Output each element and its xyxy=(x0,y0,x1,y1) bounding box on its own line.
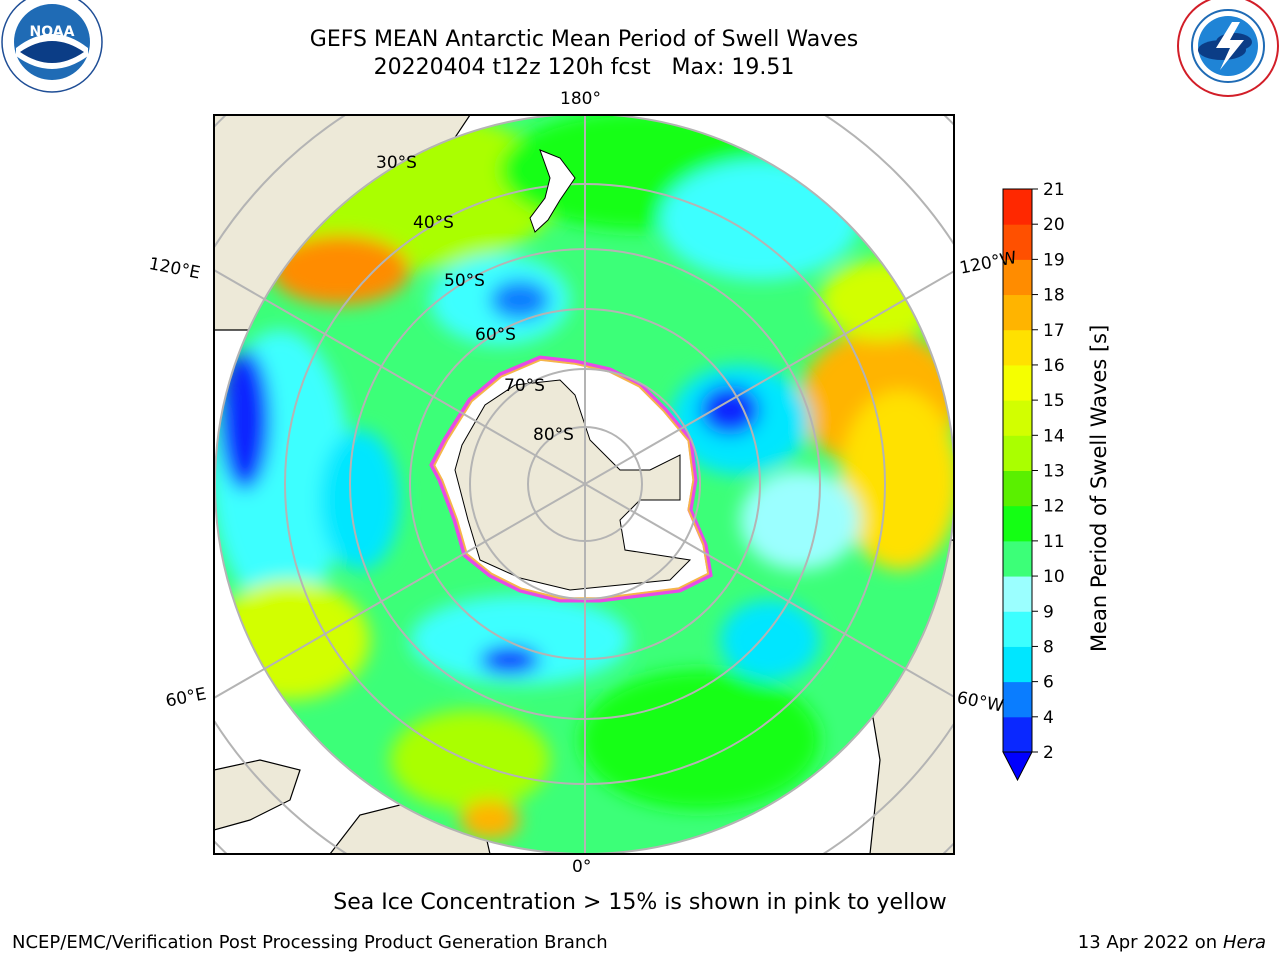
colorbar-segment xyxy=(1003,259,1032,296)
colorbar-segment xyxy=(1003,400,1032,436)
colorbar-tick-label: 8 xyxy=(1043,637,1054,657)
colorbar-segment xyxy=(1003,716,1032,753)
colorbar-label: Mean Period of Swell Waves [s] xyxy=(1087,324,1111,652)
colorbar-tick-label: 13 xyxy=(1043,462,1065,482)
colorbar-tick-label: 17 xyxy=(1043,321,1065,341)
colorbar-segment xyxy=(1003,470,1032,507)
colorbar-tick-label: 9 xyxy=(1043,602,1054,622)
colorbar-segment xyxy=(1003,505,1032,542)
colorbar-segment xyxy=(1003,611,1032,647)
colorbar-tick-label: 18 xyxy=(1043,286,1065,306)
antarctica-landmass xyxy=(429,355,713,603)
lon-label-0: 0° xyxy=(572,857,592,877)
lat-label-50s: 50°S xyxy=(444,271,485,291)
date-text: 13 Apr 2022 on xyxy=(1077,932,1223,953)
colorbar-segment xyxy=(1003,435,1032,471)
lat-label-80s: 80°S xyxy=(533,425,574,445)
lat-label-70s: 70°S xyxy=(504,376,545,396)
credit-line: NCEP/EMC/Verification Post Processing Pr… xyxy=(12,932,608,953)
colorbar-segment xyxy=(1003,540,1032,577)
map-frame xyxy=(213,114,955,855)
colorbar-tick-label: 6 xyxy=(1043,673,1054,693)
colorbar-tick-label: 10 xyxy=(1043,567,1065,587)
colorbar-segment xyxy=(1003,224,1032,260)
colorbar-tick-label: 20 xyxy=(1043,215,1065,235)
colorbar-tick-label: 21 xyxy=(1043,180,1065,200)
host-name: Hera xyxy=(1222,932,1266,953)
noaa-logo-text: NOAA xyxy=(30,24,75,40)
colorbar-segment xyxy=(1003,329,1032,366)
coastline-details xyxy=(529,149,576,233)
colorbar-tick-label: 12 xyxy=(1043,497,1065,517)
colorbar-tick-label: 2 xyxy=(1043,743,1054,763)
lat-label-40s: 40°S xyxy=(413,213,454,233)
colorbar-extend-arrow xyxy=(1002,751,1033,782)
colorbar-segment xyxy=(1003,576,1032,612)
lon-label-180: 180° xyxy=(560,89,601,109)
colorbar-tick-label: 16 xyxy=(1043,356,1065,376)
colorbar-segment xyxy=(1003,646,1032,683)
colorbar-segment xyxy=(1003,189,1032,225)
colorbar-segment xyxy=(1003,364,1032,401)
map-area xyxy=(214,115,954,854)
sea-ice-note: Sea Ice Concentration > 15% is shown in … xyxy=(333,890,947,915)
colorbar-segment xyxy=(1003,294,1032,331)
map-title: GEFS MEAN Antarctic Mean Period of Swell… xyxy=(309,27,859,52)
colorbar-tick-label: 11 xyxy=(1043,532,1065,552)
colorbar-tick-label: 14 xyxy=(1043,426,1065,446)
colorbar-tick-label: 15 xyxy=(1043,391,1065,411)
nws-logo xyxy=(1177,0,1279,97)
colorbar-segment xyxy=(1003,681,1032,718)
colorbar: 2 4 6 8 9 10 11 12 13 14 15 16 17 18 19 20 21 xyxy=(1002,180,1065,782)
generation-date: 13 Apr 2022 on Hera xyxy=(1078,932,1266,953)
noaa-logo: NOAA xyxy=(1,0,103,93)
map-subtitle: 20220404 t12z 120h fcst Max: 19.51 xyxy=(373,55,795,80)
lat-label-30s: 30°S xyxy=(376,153,417,173)
lat-label-60s: 60°S xyxy=(475,325,516,345)
colorbar-tick-label: 4 xyxy=(1043,708,1054,728)
colorbar-tick-label: 19 xyxy=(1043,250,1065,270)
